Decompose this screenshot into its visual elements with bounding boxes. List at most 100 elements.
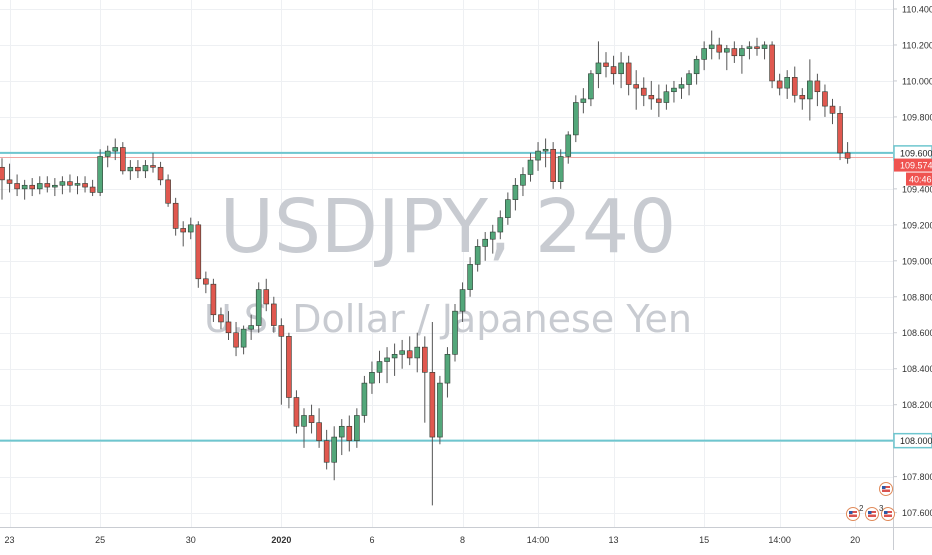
symbol-watermark: USDJPY, 240 U.S. Dollar / Japanese Yen [204, 184, 692, 341]
candle-body-up [414, 346, 421, 359]
candle-body-up [686, 73, 692, 85]
horizontal-levels[interactable] [0, 151, 893, 442]
time-tick-label: 15 [699, 535, 709, 545]
candle-body-up [693, 59, 700, 75]
flag-canton [849, 511, 853, 514]
price-tick-label: 108.600 [902, 328, 932, 338]
time-tick-label: 2020 [271, 535, 291, 545]
candle-body-down [316, 422, 322, 441]
candle-body-up [467, 264, 473, 290]
time-tick-label: 20 [850, 535, 860, 545]
last-price-tag-label: 109.574 [900, 161, 932, 171]
candle-body-down [837, 113, 843, 154]
candle-body-down [308, 415, 315, 423]
candle-body-up [97, 156, 103, 193]
candle-body-down [406, 350, 413, 359]
candle-body-down [648, 95, 655, 100]
candle-body-up [595, 62, 602, 75]
candle-body-up [489, 231, 496, 240]
price-tick-label: 107.600 [902, 508, 932, 518]
candle-body-down [814, 80, 821, 93]
time-tick-label: 23 [5, 535, 15, 545]
candle-body-up [21, 184, 28, 190]
countdown-tag-label: 40:46 [909, 175, 932, 185]
price-tick-label: 109.800 [902, 112, 932, 122]
candle-body-down [44, 183, 51, 188]
candle-body-down [225, 321, 232, 334]
candle-body-down [754, 46, 760, 49]
candle-body-up [746, 46, 753, 49]
candle-body-down [323, 440, 330, 463]
candle-body-up [444, 354, 451, 384]
candle-body-up [384, 357, 390, 362]
price-tick-label: 108.800 [902, 292, 932, 302]
candle-body-down [421, 346, 428, 373]
time-tick-label: 13 [609, 535, 619, 545]
countdown-tag [906, 172, 932, 186]
candle-body-down [263, 289, 270, 305]
price-tick-label: 109.400 [902, 184, 932, 194]
candle-body-up [535, 150, 541, 161]
candle-body-up [482, 238, 489, 247]
candle-body-down [791, 77, 798, 96]
level-price-tag-label: 109.600 [900, 148, 932, 158]
candle-body-up [361, 382, 368, 416]
candle-body-up [104, 150, 111, 157]
candle-body-down [270, 303, 277, 326]
candle-body-down [6, 179, 13, 184]
flag-stripe [868, 513, 876, 515]
candle-body-up [112, 147, 119, 152]
candle-body-up [723, 48, 730, 53]
flag-canton [884, 511, 888, 514]
price-tick-label: 109.200 [902, 220, 932, 230]
candle-body-down [29, 184, 36, 190]
time-tick-label: 6 [369, 535, 374, 545]
candle-body-up [240, 328, 247, 348]
candle-body-up [565, 134, 572, 157]
candle-body-down [346, 425, 353, 441]
candle-body-down [89, 186, 96, 193]
candle-body-down [633, 84, 640, 89]
level-price-tag [893, 432, 932, 449]
candle-body-up [369, 372, 375, 384]
candle-body-down [286, 336, 292, 398]
candle-body-up [187, 224, 194, 233]
candle-body-up [505, 199, 511, 218]
event-count-label: 2 [859, 504, 864, 513]
last-price-tag [894, 158, 932, 172]
candle-body-down [716, 44, 723, 53]
candle-body-up [580, 98, 587, 103]
time-tick-label: 30 [186, 535, 196, 545]
flag-canton [882, 486, 886, 489]
candle-body-up [301, 415, 307, 427]
candle-body-up [663, 91, 670, 103]
candle-body-down [233, 332, 239, 348]
candle-body-down [603, 62, 609, 67]
candle-body-down [14, 183, 20, 190]
time-tick-label: 14:00 [527, 535, 550, 545]
candle-body-up [512, 184, 519, 200]
candle-body-up [739, 48, 745, 57]
watermark-description: U.S. Dollar / Japanese Yen [204, 297, 692, 341]
candle-body-down [769, 44, 775, 82]
candle-body-down [150, 165, 156, 168]
candle-body-down [822, 91, 828, 107]
price-tick-label: 108.400 [902, 364, 932, 374]
price-tick-label: 109.000 [902, 256, 932, 266]
flag-stripe [849, 513, 857, 515]
candles [0, 30, 851, 506]
candle-body-down [0, 166, 5, 181]
time-tick-label: 8 [460, 535, 465, 545]
time-tick-label: 25 [95, 535, 105, 545]
candle-body-down [120, 147, 126, 172]
candle-body-up [701, 48, 707, 60]
candle-body-up [399, 350, 405, 355]
candle-body-up [74, 183, 81, 186]
candle-body-up [572, 102, 579, 136]
candle-body-up [588, 73, 594, 100]
